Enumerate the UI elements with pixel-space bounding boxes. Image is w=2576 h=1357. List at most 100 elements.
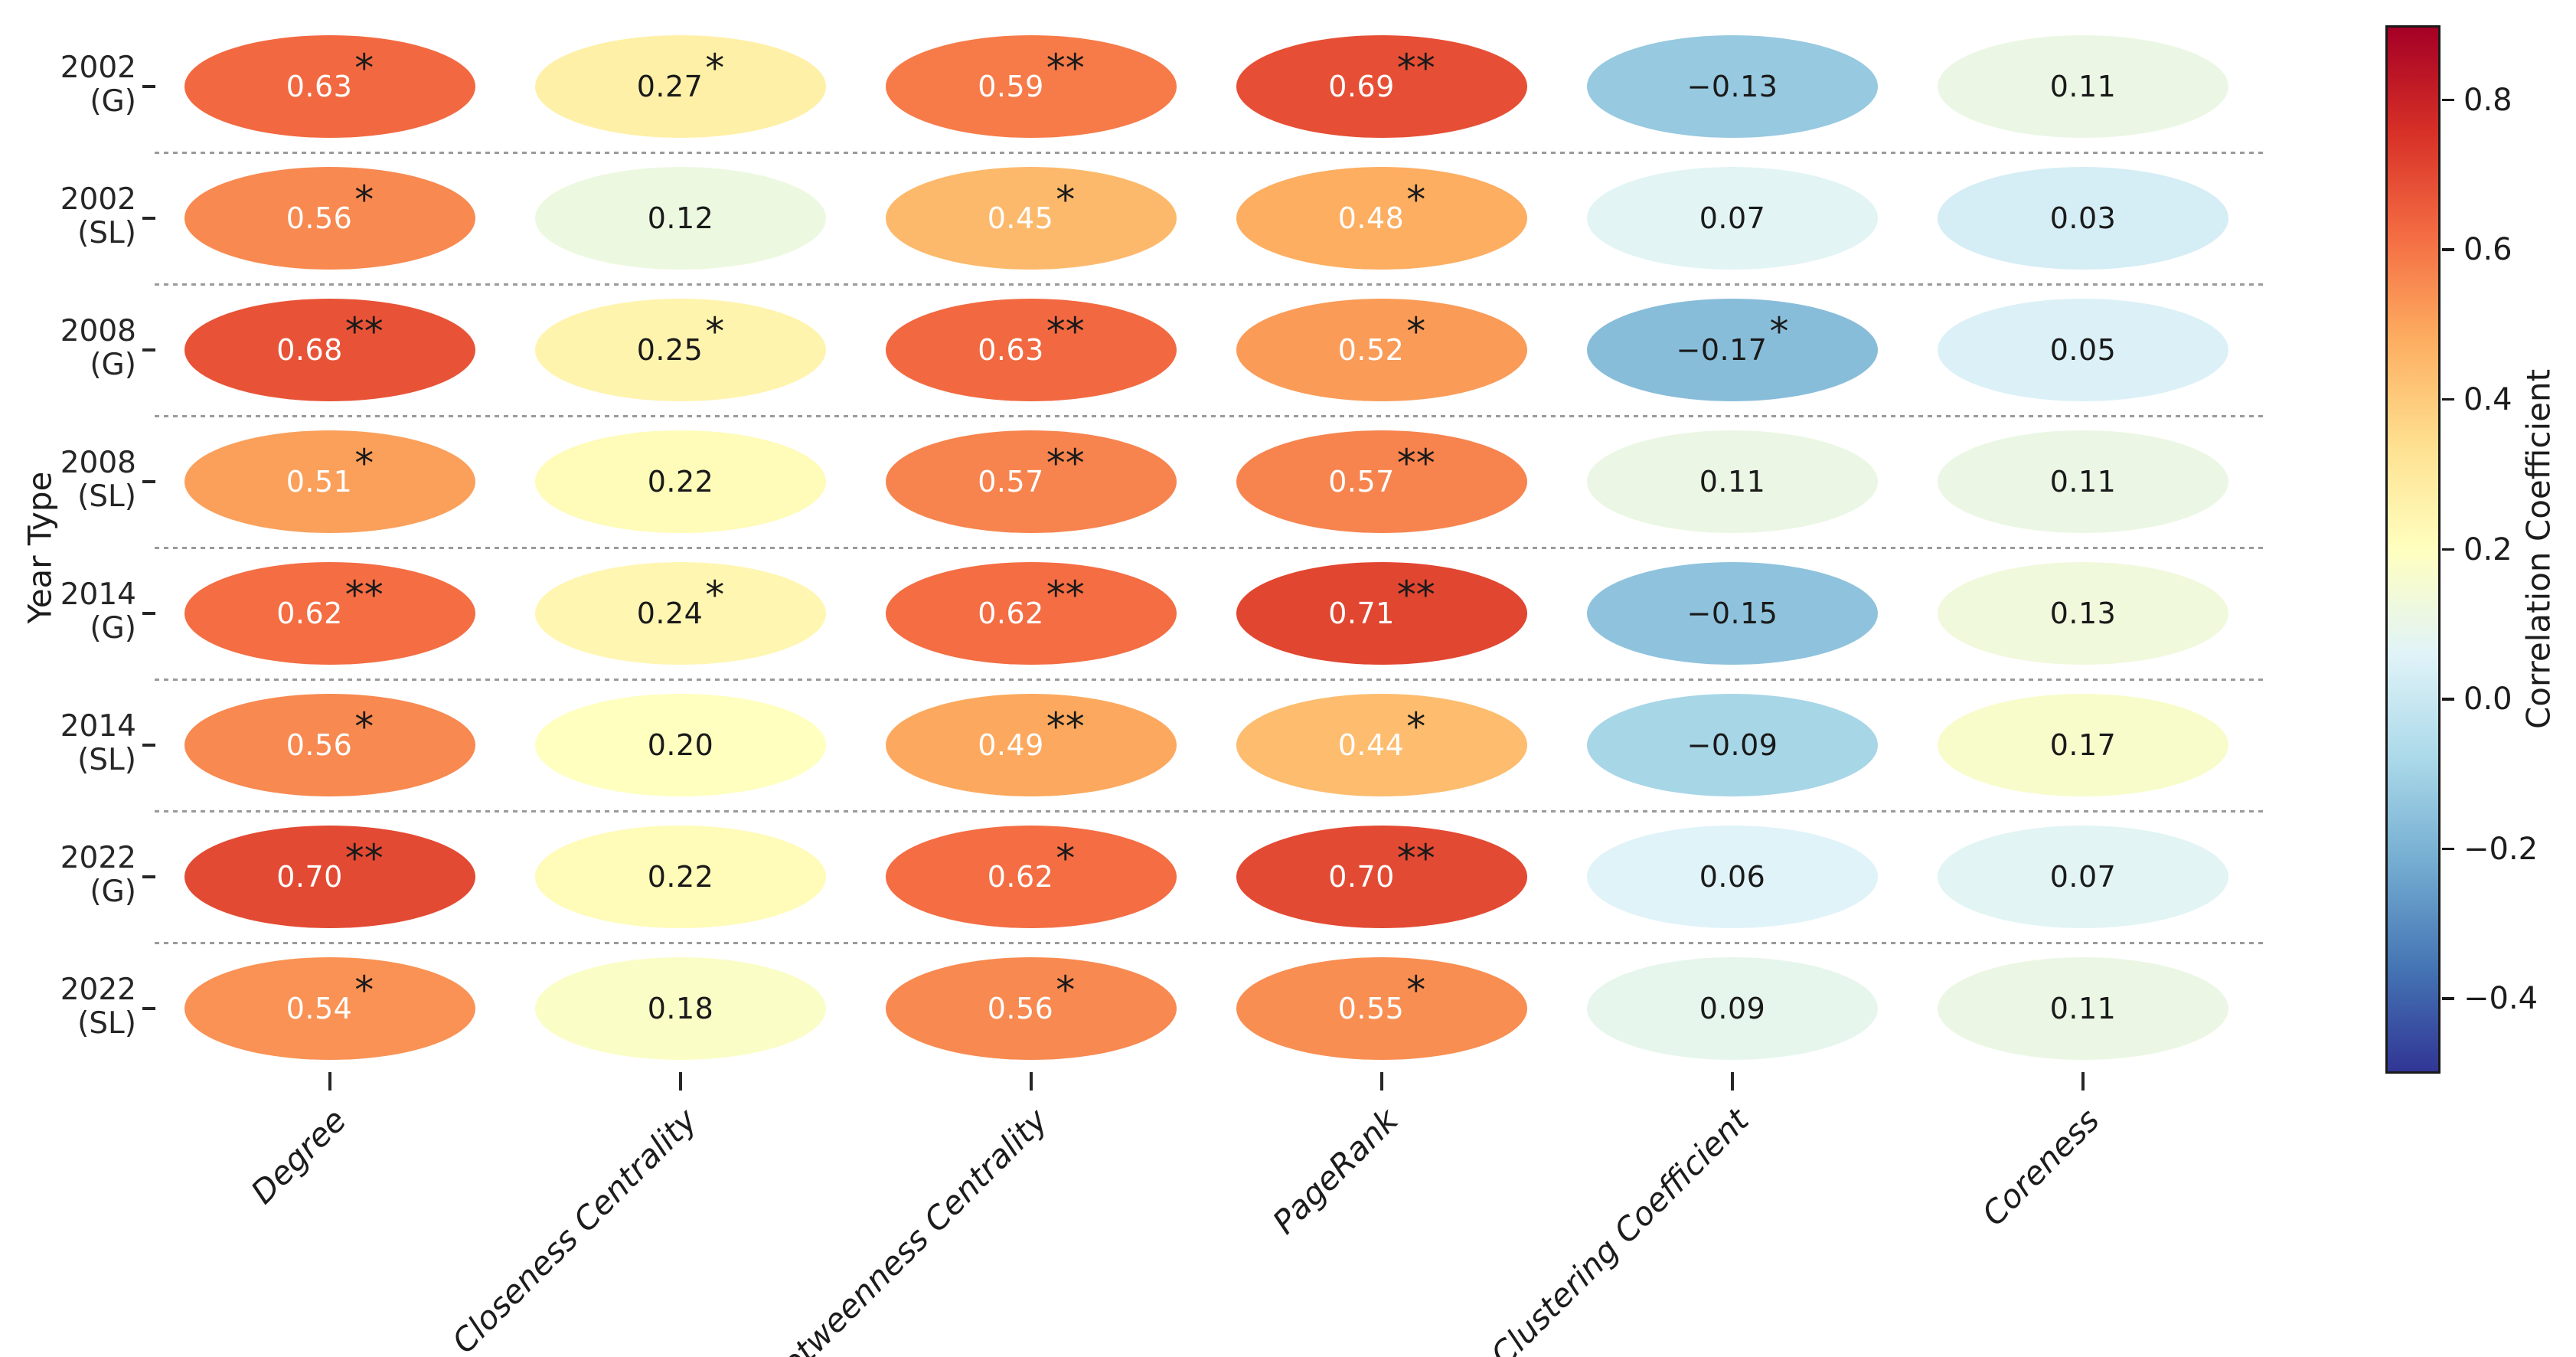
colorbar-tick [2442, 698, 2454, 701]
correlation-ellipse: 0.18 [535, 957, 826, 1060]
colorbar-tick-label: 0.6 [2463, 232, 2512, 268]
cell-value: 0.62 [987, 860, 1054, 894]
correlation-ellipse: 0.22 [535, 430, 826, 533]
cell-value: −0.15 [1686, 597, 1778, 630]
y-tick [142, 875, 155, 878]
x-axis-label: Closeness Centrality [445, 1101, 704, 1357]
colorbar-tick-label: 0.2 [2463, 531, 2512, 567]
correlation-ellipse: 0.06 [1587, 826, 1878, 928]
cell-value: 0.44 [1337, 728, 1405, 762]
row-label-year: 2002 [60, 182, 136, 217]
correlation-ellipse: 0.11 [1938, 35, 2228, 138]
row-label: 2022 (G) [21, 841, 136, 910]
cell-value: 0.13 [2049, 597, 2117, 630]
correlation-ellipse: 0.68 ** [184, 299, 475, 401]
cell-value: 0.52 [1337, 333, 1405, 367]
row-label: 2002 (SL) [21, 182, 136, 251]
cell-value: 0.56 [286, 201, 353, 235]
row-label-year: 2008 [60, 446, 136, 480]
y-tick [142, 1007, 155, 1010]
row-label-type: (G) [90, 875, 136, 910]
row-label-year: 2022 [60, 841, 136, 875]
cell-value: 0.49 [978, 728, 1044, 762]
correlation-ellipse: 0.57 ** [1236, 430, 1527, 533]
correlation-ellipse: 0.09 [1587, 957, 1878, 1060]
correlation-ellipse: 0.62 ** [886, 562, 1177, 665]
cell-value: 0.62 [978, 597, 1044, 630]
correlation-ellipse: 0.24 * [535, 562, 826, 665]
row-label-year: 2022 [60, 973, 136, 1007]
colorbar-tick-label: 0.0 [2463, 682, 2512, 718]
row-label: 2008 (SL) [21, 446, 136, 515]
row-label-year: 2002 [60, 51, 136, 85]
cell-value: 0.06 [1699, 860, 1766, 894]
cell-value: 0.70 [276, 860, 343, 894]
row-label-type: (G) [90, 611, 136, 646]
correlation-ellipse: 0.03 [1938, 167, 2228, 270]
x-tick [679, 1072, 682, 1091]
correlation-ellipse: 0.56 * [886, 957, 1177, 1060]
cell-value: 0.24 [636, 597, 704, 630]
cell-value: −0.13 [1686, 70, 1778, 103]
cell-value: 0.55 [1337, 992, 1405, 1025]
cell-value: 0.03 [2049, 201, 2117, 235]
x-axis-label: Betweenness Centrality [757, 1101, 1055, 1357]
cell-value: 0.63 [286, 70, 353, 103]
x-tick [1030, 1072, 1033, 1091]
row-label-type: (G) [90, 84, 136, 119]
cell-value: 0.62 [276, 597, 343, 630]
row-label-type: (SL) [77, 743, 136, 778]
cell-value: 0.11 [2049, 465, 2117, 499]
correlation-ellipse: 0.27 * [535, 35, 826, 138]
row-separator [155, 152, 2264, 154]
correlation-ellipse: 0.63 ** [886, 299, 1177, 401]
x-axis-label: PageRank [1265, 1101, 1406, 1241]
correlation-ellipse: 0.25 * [535, 299, 826, 401]
colorbar-tick-label: 0.4 [2463, 381, 2512, 417]
row-label-type: (SL) [77, 216, 136, 251]
y-tick [142, 85, 155, 88]
cell-value: 0.09 [1699, 992, 1766, 1025]
cell-value: −0.09 [1686, 728, 1778, 762]
row-label: 2008 (G) [21, 314, 136, 383]
cell-value: 0.25 [636, 333, 704, 367]
row-label: 2014 (G) [21, 577, 136, 646]
cell-value: 0.11 [2049, 70, 2117, 103]
correlation-ellipse: 0.70 ** [184, 826, 475, 928]
correlation-ellipse: 0.52 * [1236, 299, 1527, 401]
row-label-year: 2008 [60, 314, 136, 348]
row-label-type: (SL) [77, 479, 136, 515]
y-tick [142, 612, 155, 615]
row-label-type: (SL) [77, 1006, 136, 1041]
colorbar-title: Correlation Coefficient [2519, 368, 2558, 730]
correlation-ellipse: 0.69 ** [1236, 35, 1527, 138]
cell-value: 0.63 [978, 333, 1044, 367]
row-label: 2002 (G) [21, 51, 136, 119]
correlation-ellipse: 0.56 * [184, 694, 475, 796]
cell-value: 0.11 [1699, 465, 1766, 499]
correlation-ellipse: 0.71 ** [1236, 562, 1527, 665]
correlation-ellipse: 0.05 [1938, 299, 2228, 401]
cell-value: 0.18 [647, 992, 714, 1025]
correlation-ellipse: 0.45 * [886, 167, 1177, 270]
cell-value: 0.70 [1328, 860, 1395, 894]
row-label-type: (G) [90, 348, 136, 383]
cell-value: 0.57 [1328, 465, 1395, 499]
colorbar-tick [2442, 847, 2454, 851]
colorbar [2385, 25, 2441, 1074]
cell-value: 0.48 [1337, 201, 1405, 235]
y-tick [142, 480, 155, 483]
correlation-ellipse: −0.17 * [1587, 299, 1878, 401]
colorbar-tick-label: 0.8 [2463, 82, 2512, 118]
cell-value: 0.68 [276, 333, 343, 367]
colorbar-tick [2442, 548, 2454, 551]
cell-value: 0.07 [1699, 201, 1766, 235]
cell-value: 0.07 [2049, 860, 2117, 894]
y-tick [142, 348, 155, 352]
correlation-ellipse: 0.57 ** [886, 430, 1177, 533]
correlation-ellipse: 0.11 [1938, 957, 2228, 1060]
cell-value: 0.69 [1328, 70, 1395, 103]
correlation-ellipse: 0.62 ** [184, 562, 475, 665]
y-tick [142, 217, 155, 220]
